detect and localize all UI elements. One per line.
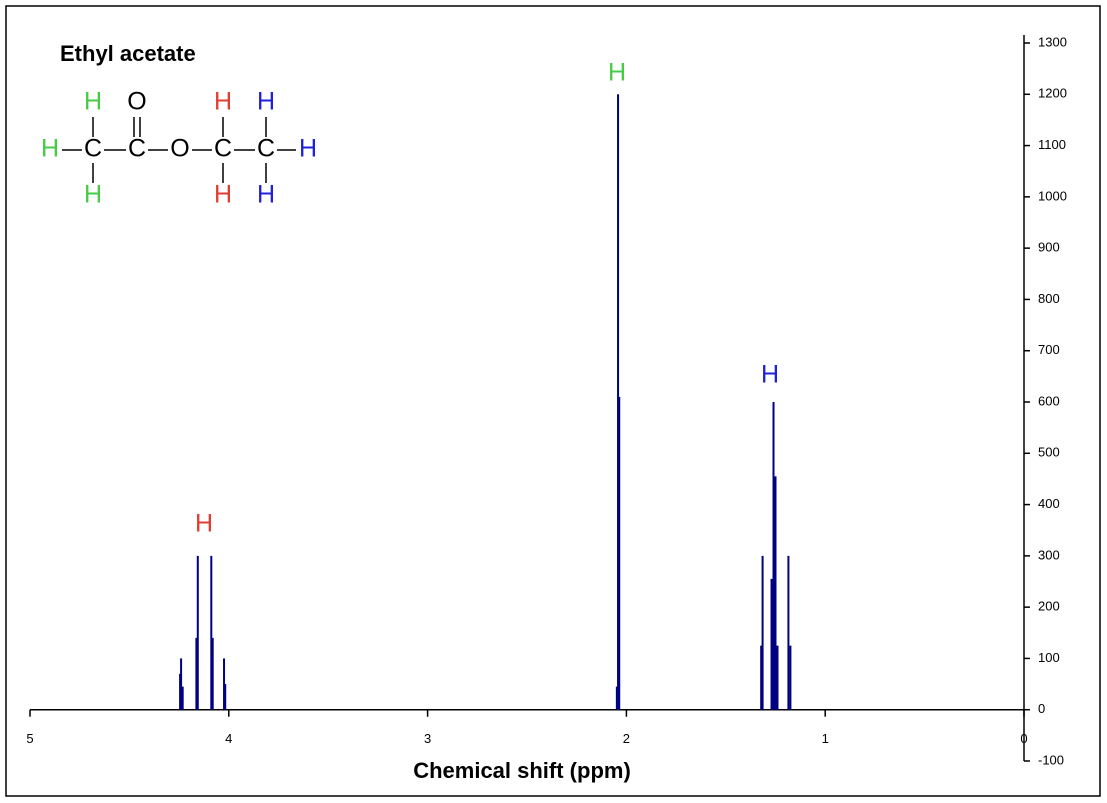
atom: C: [214, 135, 232, 163]
y-tick-label: 800: [1038, 291, 1060, 306]
y-tick-label: 1200: [1038, 86, 1067, 101]
atom: C: [84, 135, 102, 163]
atom: O: [170, 135, 189, 163]
atom: H: [257, 88, 275, 116]
y-tick-label: 1000: [1038, 188, 1067, 203]
peak-label: H: [761, 361, 779, 389]
y-tick-label: 900: [1038, 240, 1060, 255]
structure: H O H H H C C O C C H H H H: [41, 88, 317, 209]
atom: H: [257, 181, 275, 209]
atom: H: [214, 88, 232, 116]
atom: H: [214, 181, 232, 209]
y-tick-label: 300: [1038, 547, 1060, 562]
chart-title: Ethyl acetate: [60, 41, 196, 66]
atom: H: [41, 135, 59, 163]
x-tick-label: 5: [26, 731, 33, 746]
x-tick-label: 0: [1020, 731, 1027, 746]
y-tick-label: -100: [1038, 752, 1064, 767]
y-tick-label: 200: [1038, 599, 1060, 614]
x-tick-label: 2: [623, 731, 630, 746]
y-tick-label: 400: [1038, 496, 1060, 511]
atom: H: [84, 181, 102, 209]
atom: H: [84, 88, 102, 116]
y-tick-label: 100: [1038, 650, 1060, 665]
x-tick-label: 3: [424, 731, 431, 746]
peak-label: H: [608, 59, 626, 87]
y-tick-label: 700: [1038, 342, 1060, 357]
atom: C: [257, 135, 275, 163]
atom: O: [127, 88, 146, 116]
x-tick-label: 1: [822, 731, 829, 746]
x-axis-label: Chemical shift (ppm): [413, 758, 631, 783]
atom: H: [299, 135, 317, 163]
x-tick-label: 4: [225, 731, 232, 746]
y-tick-label: 600: [1038, 393, 1060, 408]
structure-bonds: [62, 117, 296, 183]
y-tick-label: 1100: [1038, 137, 1066, 152]
peak-label: H: [195, 510, 213, 538]
frame: [5, 5, 1101, 797]
y-tick-label: 0: [1038, 701, 1045, 716]
y-tick-label: 500: [1038, 445, 1060, 460]
atom: C: [128, 135, 146, 163]
y-tick-label: 1300: [1038, 34, 1067, 49]
